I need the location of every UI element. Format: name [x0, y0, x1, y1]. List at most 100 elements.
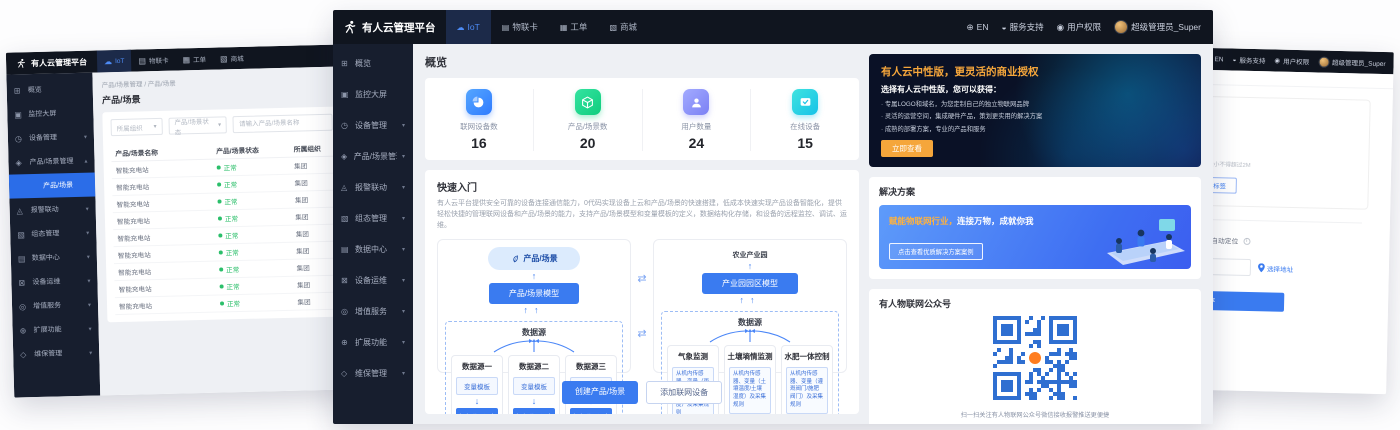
leaf-icon: [513, 254, 519, 262]
sidebar-item[interactable]: ◈ 产品/场景管理 ▴: [15, 157, 88, 167]
datasource-column: 数据源一 变量模板 ↓ 有人联网设备: [451, 354, 503, 414]
support-link[interactable]: ◒ 服务支持: [1232, 56, 1266, 66]
sidebar-item-icon: ▧: [17, 229, 25, 239]
chevron-down-icon: ▾: [401, 247, 405, 253]
people-laptop-illustration: [1107, 218, 1185, 265]
language-switch[interactable]: ⊕EN: [966, 21, 989, 33]
add-device-button[interactable]: 添加联网设备: [646, 381, 723, 404]
col-header-status: 产品/场景状态: [216, 147, 259, 156]
sidebar-item[interactable]: ▧ 组态管理 ▾: [341, 214, 405, 223]
brand-logo[interactable]: 有人云管理平台: [6, 56, 97, 69]
sidebar-item[interactable]: ◇ 维保管理 ▾: [20, 349, 93, 359]
diagram-industry-example: 农业产业园 ↑ 产业园园区模型 ↑↑ 数据源: [653, 238, 847, 414]
sidebar-item[interactable]: ▤ 数据中心 ▾: [341, 245, 405, 254]
sensor-desc: 从机内传感器、变量（灌溉阀门/施肥阀门）及采集规则: [786, 366, 828, 414]
solution-title: 解决方案: [879, 186, 916, 197]
solution-cases-button[interactable]: 点击查看优质解决方案案例: [889, 242, 983, 260]
topnav-item[interactable]: ▧ 商城: [609, 22, 638, 32]
datasource-box: 数据源 数据源一 变量模板: [445, 320, 623, 414]
globe-icon: ⊕: [966, 21, 974, 32]
sidebar-item[interactable]: ◷ 设备管理 ▾: [341, 121, 405, 130]
sidebar-item-icon: ◇: [341, 369, 348, 378]
converge-arrows: [493, 338, 575, 352]
support-link[interactable]: ◒ 服务支持: [1001, 22, 1044, 32]
window-overview: 有人云管理平台 ☁ IoT ▤ 物联卡 ▦ 工单 ▧ 商城 ⊕ EN ◒ 服务支持: [333, 10, 1213, 424]
sidebar-item[interactable]: ◬ 报警联动 ▾: [16, 205, 89, 215]
brand-logo[interactable]: 有人云管理平台: [333, 20, 446, 35]
device-node: 有人联网设备: [456, 407, 498, 414]
chevron-icon: ▾: [89, 350, 93, 357]
topnav-item[interactable]: ▦ 工单: [182, 54, 207, 65]
chevron-icon: ▾: [83, 134, 88, 141]
promo-title: 有人云中性版，更灵活的商业授权: [881, 66, 1039, 78]
sidebar-item[interactable]: ⊠ 设备运维 ▾: [341, 276, 405, 285]
sidebar-item[interactable]: ▤ 数据中心 ▾: [17, 253, 90, 263]
sidebar-item[interactable]: ⊠ 设备运维 ▾: [18, 277, 91, 287]
stats-card: 联网设备数 16 产品/场景数 20 用户数量 24: [425, 78, 859, 160]
sidebar-item-icon: ◎: [341, 307, 348, 316]
chevron-down-icon: ▾: [218, 122, 222, 129]
org-select[interactable]: 所属组织 ▾: [110, 117, 163, 137]
chevron-icon: ▾: [85, 206, 89, 213]
sidebar-item[interactable]: ⊞ 概览: [341, 59, 371, 68]
sidebar-item[interactable]: 产品/场景: [8, 172, 96, 199]
user-icon: [683, 89, 710, 115]
topnav-item[interactable]: ☁ IoT: [445, 10, 491, 44]
chevron-down-icon: ▾: [401, 278, 405, 284]
sidebar-item[interactable]: ◷ 设备管理 ▾: [14, 133, 88, 143]
topnav-item[interactable]: ▤ 物联卡: [501, 22, 538, 32]
section-title-overview: 概览: [425, 57, 447, 69]
search-input[interactable]: [232, 113, 334, 134]
view-now-button[interactable]: 立即查看: [881, 139, 933, 157]
nav-icon: ☁: [103, 56, 113, 66]
sidebar-item[interactable]: ⊕ 扩展功能 ▾: [19, 325, 92, 335]
sidebar-item-icon: ⊞: [13, 85, 21, 96]
solution-banner: 赋能物联网行业，连接万物，成就你我 点击查看优质解决方案案例: [879, 204, 1191, 269]
topnav-item[interactable]: ▧ 商城: [219, 53, 244, 64]
sidebar-item-icon: ◬: [341, 183, 348, 192]
runner-logo-icon: [17, 58, 25, 68]
sidebar-item-icon: ◇: [20, 349, 27, 359]
sidebar-item[interactable]: ◎ 增值服务 ▾: [341, 307, 405, 316]
sidebar-item[interactable]: ▣ 监控大屏: [341, 90, 387, 99]
product-scene-pill: 产品/场景: [488, 246, 580, 270]
sidebar-item[interactable]: ▣ 监控大屏: [14, 109, 57, 120]
arrow-down: ↓: [474, 395, 480, 406]
brand-name: 有人云管理平台: [30, 57, 88, 68]
status-select[interactable]: 产品/场景状态 ▾: [168, 116, 228, 136]
sidebar-item-icon: ⊕: [19, 325, 27, 335]
permission-link[interactable]: ◉ 用户权限: [1056, 21, 1102, 33]
permission-link[interactable]: ◉ 用户权限: [1274, 57, 1310, 67]
sidebar-item[interactable]: ▧ 组态管理 ▾: [17, 229, 90, 239]
sidebar-item-icon: ◬: [16, 205, 23, 215]
promo-bullet: 成熟的部署方案，专业的产品和服务: [881, 124, 1189, 133]
sidebar-item[interactable]: ◇ 维保管理 ▾: [341, 369, 405, 378]
user-menu[interactable]: 超级管理员_Super: [1318, 56, 1386, 69]
topnav-item[interactable]: ▦ 工单: [559, 22, 588, 32]
choose-address-link[interactable]: 选择地址: [1258, 263, 1294, 273]
topnav-item[interactable]: ☁ IoT: [96, 49, 132, 73]
stat-users: 用户数量 24: [643, 89, 752, 151]
converge-arrows: [709, 328, 791, 342]
stat-devices: 联网设备数 16: [425, 89, 534, 151]
status-dot: [218, 250, 223, 255]
col-header-name: 产品/场景名称: [115, 149, 159, 158]
sidebar-item[interactable]: ⊕ 扩展功能 ▾: [341, 338, 405, 347]
chevron-icon: ▾: [87, 278, 91, 285]
product-model-node: 产品/场景模型: [488, 282, 580, 304]
solution-panel: 解决方案 赋能物联网行业，连接万物，成就你我 点击查看优质解决方案案例: [869, 176, 1201, 279]
sidebar-item[interactable]: ◬ 报警联动 ▾: [341, 183, 405, 192]
monitor-column: 水肥一体控制 从机内传感器、变量（灌溉阀门/施肥阀门）及采集规则 ↓: [781, 344, 833, 414]
sidebar-item[interactable]: ◎ 增值服务 ▾: [18, 301, 92, 311]
status-dot: [217, 216, 222, 221]
create-product-button[interactable]: 创建产品/场景: [561, 381, 639, 404]
chevron-down-icon: ▾: [401, 309, 405, 315]
sidebar-item[interactable]: ◈ 产品/场景管理 ▾: [341, 152, 405, 161]
sidebar-item[interactable]: ⊞ 概览: [13, 85, 42, 96]
pie-chart-icon: [465, 89, 492, 115]
sidebar-item-icon: ▤: [17, 253, 26, 263]
sidebar-item-icon: ◎: [18, 301, 27, 311]
topnav-item[interactable]: ▤ 物联卡: [138, 55, 169, 66]
user-menu[interactable]: 超级管理员_Super: [1114, 20, 1201, 34]
